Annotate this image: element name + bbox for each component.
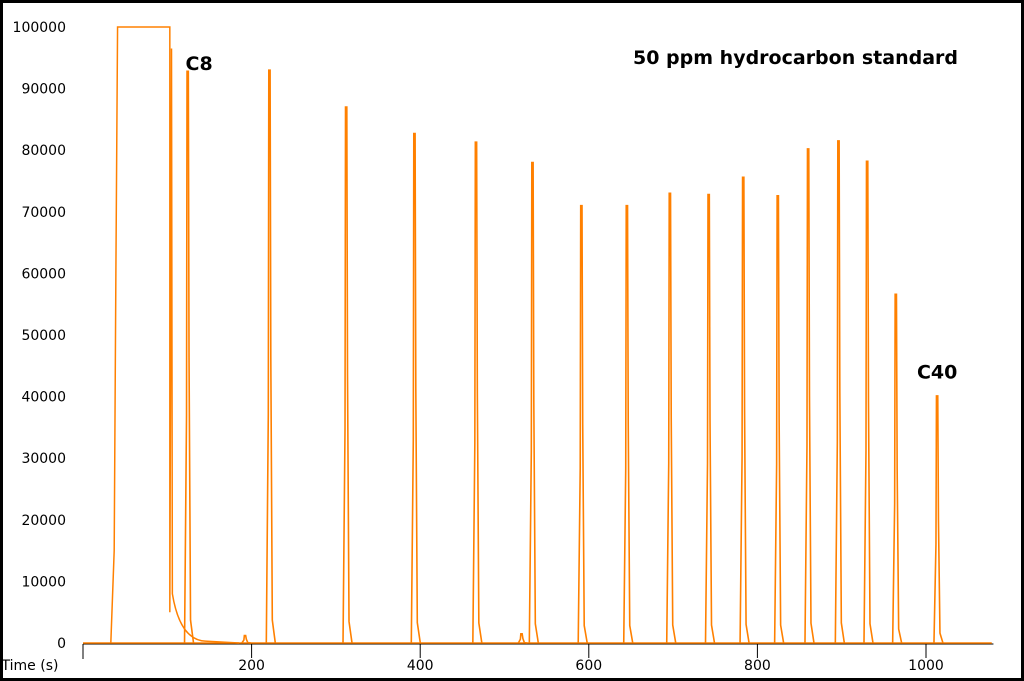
peak <box>265 69 277 644</box>
x-tick-label: 1000 <box>908 658 944 674</box>
x-tick-label: 400 <box>407 658 434 674</box>
peak <box>577 204 589 644</box>
axes: 200 400 600 800 1000010000200003000040000500… <box>13 20 994 674</box>
y-tick-label: 60000 <box>21 266 66 282</box>
peak <box>933 395 944 644</box>
peak <box>804 148 815 644</box>
peak <box>665 192 677 644</box>
peak <box>410 132 422 644</box>
peak <box>834 140 846 644</box>
peak-label: C8 <box>186 53 213 75</box>
y-tick-label: 90000 <box>21 82 66 98</box>
peak <box>863 160 874 644</box>
chart-title: 50 ppm hydrocarbon standard <box>633 47 958 69</box>
minor-peak <box>241 634 251 644</box>
x-tick-label: 200 <box>238 658 265 674</box>
y-tick-label: 30000 <box>21 451 66 467</box>
peak <box>891 293 903 644</box>
solvent-peak <box>110 26 239 644</box>
peak <box>739 176 750 644</box>
peak-label: C40 <box>917 361 957 383</box>
peak <box>342 106 353 644</box>
peak <box>528 161 540 644</box>
y-tick-label: 100000 <box>13 20 66 36</box>
peak <box>773 194 785 644</box>
peak <box>472 141 483 644</box>
peak <box>183 70 195 644</box>
peak <box>704 193 716 644</box>
y-tick-label: 40000 <box>21 390 66 406</box>
x-axis-label: Time (s) <box>1 658 59 674</box>
y-tick-label: 0 <box>57 636 66 652</box>
y-tick-label: 70000 <box>21 205 66 221</box>
y-tick-label: 20000 <box>21 513 66 529</box>
y-tick-label: 10000 <box>21 574 66 590</box>
y-tick-label: 50000 <box>21 328 66 344</box>
chromatogram-trace <box>83 26 992 644</box>
minor-peak <box>517 632 528 644</box>
y-tick-label: 80000 <box>21 143 66 159</box>
peak <box>622 204 634 644</box>
x-tick-label: 600 <box>575 658 602 674</box>
x-tick-label: 800 <box>744 658 771 674</box>
